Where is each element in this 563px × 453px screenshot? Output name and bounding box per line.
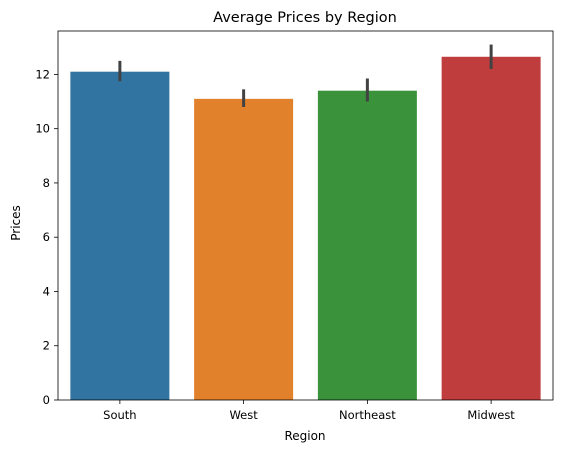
y-tick-label: 12 xyxy=(35,67,50,81)
x-axis-label: Region xyxy=(284,429,325,443)
x-tick-label: Midwest xyxy=(467,408,515,422)
x-tick-label: South xyxy=(103,408,136,422)
x-tick-label: West xyxy=(229,408,258,422)
bar-northeast xyxy=(317,90,417,401)
bar-midwest xyxy=(441,56,541,401)
y-tick-label: 0 xyxy=(43,393,50,407)
y-axis-label: Prices xyxy=(9,205,23,241)
bar-west xyxy=(194,98,294,401)
x-tick-label: Northeast xyxy=(339,408,396,422)
chart-title: Average Prices by Region xyxy=(213,10,397,26)
y-tick-label: 2 xyxy=(43,339,50,353)
y-tick-label: 10 xyxy=(35,122,50,136)
y-tick-label: 8 xyxy=(43,176,50,190)
y-tick-label: 4 xyxy=(43,284,50,298)
plot-area: South West Northeast Midwest 0 2 4 6 8 10 12 xyxy=(35,30,554,422)
plot-frame xyxy=(57,30,554,401)
bar-south xyxy=(70,71,170,400)
y-tick-label: 6 xyxy=(43,230,50,244)
